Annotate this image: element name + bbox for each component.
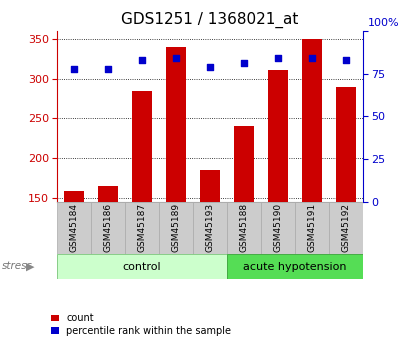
Text: GDS1251 / 1368021_at: GDS1251 / 1368021_at — [121, 12, 299, 28]
Bar — [227, 202, 261, 254]
Text: GSM45186: GSM45186 — [103, 203, 112, 252]
Legend: count, percentile rank within the sample: count, percentile rank within the sample — [47, 309, 235, 340]
Point — [343, 57, 349, 63]
Bar — [302, 39, 323, 317]
Bar — [193, 202, 227, 254]
Bar — [131, 91, 152, 317]
Bar — [227, 254, 363, 279]
Bar — [166, 47, 186, 317]
Bar — [57, 254, 227, 279]
Text: GSM45190: GSM45190 — [274, 203, 283, 252]
Point — [105, 66, 111, 71]
Bar — [234, 126, 254, 317]
Text: GSM45193: GSM45193 — [205, 203, 215, 252]
Point — [241, 61, 247, 66]
Bar — [125, 202, 159, 254]
Bar — [63, 191, 84, 317]
Text: acute hypotension: acute hypotension — [244, 262, 347, 272]
Point — [139, 57, 145, 63]
Bar — [159, 202, 193, 254]
Point — [71, 66, 77, 71]
Bar — [329, 202, 363, 254]
Bar — [97, 186, 118, 317]
Point — [173, 56, 179, 61]
Text: GSM45191: GSM45191 — [308, 203, 317, 252]
Text: GSM45187: GSM45187 — [137, 203, 146, 252]
Bar — [57, 202, 91, 254]
Bar — [295, 202, 329, 254]
Point — [309, 56, 315, 61]
Text: GSM45188: GSM45188 — [239, 203, 249, 252]
Text: ▶: ▶ — [26, 262, 34, 271]
Bar — [336, 87, 357, 317]
Bar — [261, 202, 295, 254]
Text: GSM45189: GSM45189 — [171, 203, 181, 252]
Bar — [200, 170, 220, 317]
Point — [207, 64, 213, 70]
Text: GSM45192: GSM45192 — [342, 203, 351, 252]
Bar — [268, 70, 289, 317]
Point — [275, 56, 281, 61]
Bar — [91, 202, 125, 254]
Text: 100%: 100% — [368, 18, 399, 28]
Text: control: control — [123, 262, 161, 272]
Text: GSM45184: GSM45184 — [69, 203, 78, 252]
Text: stress: stress — [2, 262, 33, 271]
